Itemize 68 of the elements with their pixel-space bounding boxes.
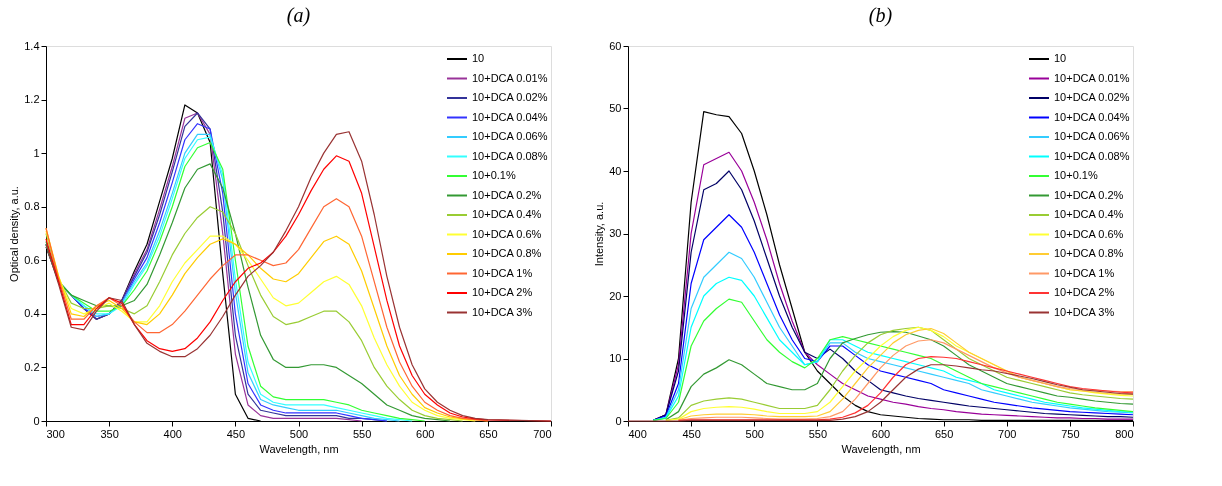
legend-label: 10+DCA 0.01% bbox=[1054, 71, 1130, 84]
legend-label: 10+DCA 0.08% bbox=[472, 149, 548, 162]
y-tick-label: 30 bbox=[609, 227, 622, 239]
x-axis-title: Wavelength, nm bbox=[259, 442, 339, 455]
legend-label: 10+DCA 0.04% bbox=[472, 110, 548, 123]
legend-label: 10+DCA 0.4% bbox=[472, 208, 542, 220]
legend-label: 10+DCA 0.6% bbox=[1054, 227, 1124, 240]
line-series bbox=[652, 298, 1134, 421]
legend-label: 10+DCA 2% bbox=[472, 286, 533, 298]
y-tick-label: 0 bbox=[615, 414, 622, 427]
y-axis-title: Intensity, a.u. bbox=[593, 201, 606, 267]
legend-label: 10+DCA 0.06% bbox=[472, 130, 548, 142]
legend-label: 10+DCA 3% bbox=[1054, 305, 1115, 318]
x-tick-label: 750 bbox=[1061, 427, 1080, 440]
y-tick-label: 0 bbox=[33, 414, 40, 427]
x-tick-label: 800 bbox=[1115, 427, 1134, 440]
legend-label: 10+DCA 0.08% bbox=[1054, 149, 1130, 162]
x-tick-label: 550 bbox=[352, 427, 372, 440]
legend-label: 10 bbox=[472, 52, 485, 64]
y-tick-label: 50 bbox=[609, 102, 622, 114]
legend-label: 10+DCA 0.06% bbox=[1054, 130, 1130, 142]
legend-label: 10+DCA 0.4% bbox=[1054, 208, 1124, 220]
legend-label: 10+DCA 0.04% bbox=[1054, 110, 1130, 123]
y-tick-label: 1 bbox=[33, 146, 40, 159]
chart-title: (b) bbox=[868, 4, 893, 27]
y-tick-label: 1.2 bbox=[24, 93, 40, 106]
x-tick-label: 700 bbox=[533, 427, 552, 440]
legend-label: 10+DCA 0.2% bbox=[1054, 188, 1124, 201]
legend-label: 10+0.1% bbox=[472, 169, 516, 181]
legend-label: 10+DCA 0.6% bbox=[472, 227, 542, 240]
y-tick-label: 10 bbox=[609, 352, 622, 364]
y-tick-label: 0.6 bbox=[24, 253, 40, 266]
legend-label: 10+DCA 0.8% bbox=[472, 247, 542, 259]
x-tick-label: 600 bbox=[871, 427, 891, 440]
x-tick-label: 400 bbox=[163, 427, 182, 440]
y-axis-title: Optical density, a.u. bbox=[8, 186, 21, 282]
legend-label: 10+DCA 0.01% bbox=[472, 71, 548, 84]
y-tick-label: 0.8 bbox=[24, 200, 40, 213]
legend-label: 10+DCA 1% bbox=[1054, 266, 1115, 279]
legend-label: 10+DCA 0.02% bbox=[472, 91, 548, 103]
x-tick-label: 550 bbox=[808, 427, 828, 440]
legend-label: 10+DCA 2% bbox=[1054, 286, 1115, 298]
x-axis-title: Wavelength, nm bbox=[841, 442, 921, 455]
x-tick-label: 350 bbox=[100, 427, 119, 440]
legend-label: 10+DCA 3% bbox=[472, 305, 533, 318]
legend-label: 10+DCA 1% bbox=[472, 266, 533, 279]
legend-label: 10+0.1% bbox=[1054, 169, 1098, 181]
x-tick-label: 600 bbox=[416, 427, 435, 440]
y-tick-label: 40 bbox=[609, 164, 622, 177]
x-tick-label: 300 bbox=[46, 427, 65, 440]
x-tick-label: 450 bbox=[226, 427, 246, 440]
x-tick-label: 500 bbox=[745, 427, 764, 440]
x-tick-label: 450 bbox=[682, 427, 701, 440]
legend-label: 10+DCA 0.8% bbox=[1054, 247, 1124, 259]
legend-label: 10 bbox=[1054, 52, 1067, 64]
x-tick-label: 650 bbox=[934, 427, 954, 440]
y-tick-label: 1.4 bbox=[24, 39, 40, 52]
y-tick-label: 60 bbox=[609, 39, 622, 52]
chart-title: (a) bbox=[286, 4, 311, 27]
y-tick-label: 20 bbox=[609, 289, 622, 302]
legend-label: 10+DCA 0.02% bbox=[1054, 91, 1130, 103]
x-tick-label: 700 bbox=[998, 427, 1017, 440]
x-tick-label: 650 bbox=[479, 427, 498, 440]
x-tick-label: 400 bbox=[628, 427, 647, 440]
legend-label: 10+DCA 0.2% bbox=[472, 188, 542, 201]
y-tick-label: 0.2 bbox=[24, 360, 40, 373]
x-tick-label: 500 bbox=[289, 427, 309, 440]
y-tick-label: 0.4 bbox=[24, 307, 40, 320]
